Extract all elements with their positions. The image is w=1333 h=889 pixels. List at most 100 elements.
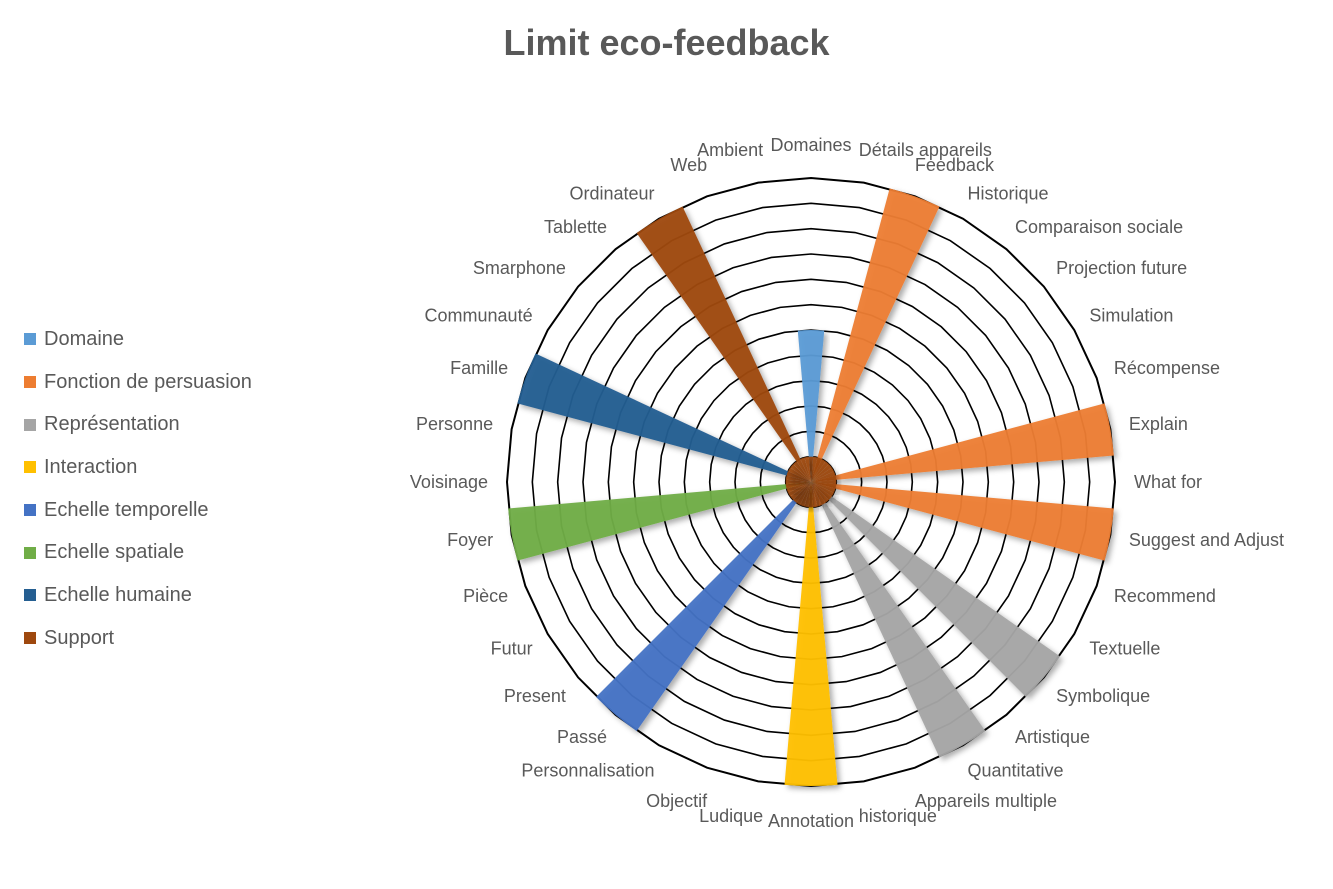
legend-item: Domaine <box>24 318 252 361</box>
category-label: Smarphone <box>473 258 566 278</box>
wedges <box>508 188 1114 786</box>
category-label: Comparaison sociale <box>1015 217 1183 237</box>
wedge-support <box>811 464 832 482</box>
category-label: Ordinateur <box>569 184 654 204</box>
category-label: Foyer <box>447 530 493 550</box>
grid-ring <box>505 176 1117 788</box>
wedge-fonction-de-persuasion <box>811 188 940 483</box>
legend-label: Domaine <box>44 327 125 350</box>
wedge-repr-sentation <box>811 482 986 758</box>
category-label: Tablette <box>544 217 607 237</box>
legend-swatch <box>24 333 36 346</box>
legend-swatch <box>24 632 36 645</box>
wedge-domaine <box>797 330 825 482</box>
legend-swatch <box>24 546 36 559</box>
wedge-support <box>811 482 834 497</box>
wedge-echelle-temporelle <box>596 482 811 732</box>
wedge-support <box>800 457 811 482</box>
category-label: Present <box>504 686 566 706</box>
legend-swatch <box>24 376 36 389</box>
category-label: Ambient <box>697 140 763 160</box>
wedge-support <box>785 475 811 482</box>
category-label: Explain <box>1129 414 1188 434</box>
legend-item: Echelle spatiale <box>24 531 252 574</box>
category-label: Quantitative <box>968 760 1064 780</box>
wedge-support <box>800 482 811 507</box>
chart-title: Limit eco-feedback <box>503 22 830 63</box>
category-label: Textuelle <box>1089 639 1160 659</box>
category-label: Objectif <box>646 791 708 811</box>
category-label: Personne <box>416 414 493 434</box>
wedge-support <box>796 482 811 505</box>
category-label: Récompense <box>1114 358 1220 378</box>
legend-item: Support <box>24 617 252 660</box>
wedge-support <box>786 471 811 482</box>
wedge-support <box>786 482 811 493</box>
wedge-support <box>811 461 829 482</box>
wedge-fonction-de-persuasion <box>811 482 1114 561</box>
category-label: Ludique <box>699 806 763 826</box>
category-label: Appareils multiple <box>915 791 1057 811</box>
wedge-support <box>811 482 829 503</box>
wedge-support <box>811 482 818 508</box>
wedge-interaction <box>784 482 838 786</box>
category-label: Recommend <box>1114 586 1216 606</box>
category-label: Projection future <box>1056 258 1187 278</box>
legend-label: Echelle temporelle <box>44 498 209 521</box>
category-label: What for <box>1134 472 1202 492</box>
category-label: Annotation <box>768 811 854 831</box>
wedge-support <box>811 479 837 485</box>
wedge-support <box>793 461 811 482</box>
category-label: Simulation <box>1089 306 1173 326</box>
category-label: Passé <box>557 727 607 747</box>
wedge-fonction-de-persuasion <box>811 403 1114 482</box>
wedge-support <box>811 482 822 507</box>
category-label: Historique <box>968 184 1049 204</box>
wedge-support <box>785 482 811 489</box>
wedge-support <box>790 482 811 500</box>
category-label: Suggest and Adjust <box>1129 530 1284 550</box>
wedge-support <box>811 482 836 493</box>
category-label: Domaines <box>770 135 851 155</box>
legend-label: Echelle spatiale <box>44 541 185 564</box>
category-label: Pièce <box>463 586 508 606</box>
legend-item: Echelle humaine <box>24 574 252 617</box>
wedge-support <box>808 482 814 508</box>
legend-item: Echelle temporelle <box>24 489 252 532</box>
category-label: Web <box>670 155 707 175</box>
category-label: Artistique <box>1015 727 1090 747</box>
wedge-support <box>811 482 832 500</box>
wedge-support <box>811 459 826 482</box>
wedge-support <box>811 475 837 482</box>
category-label: Symbolique <box>1056 686 1150 706</box>
wedge-support <box>804 456 811 482</box>
wedge-support <box>811 482 837 489</box>
wedge-support <box>636 206 811 483</box>
category-label: Feedback <box>915 155 995 175</box>
wedge-repr-sentation <box>811 482 1061 697</box>
legend-label: Support <box>44 626 115 649</box>
legend-item: Représentation <box>24 403 252 446</box>
legend-item: Fonction de persuasion <box>24 361 252 404</box>
wedge-support <box>808 456 814 482</box>
wedge-echelle-humaine <box>517 353 811 482</box>
legend-label: Fonction de persuasion <box>44 370 252 393</box>
wedge-support <box>811 457 822 482</box>
category-label: Communauté <box>425 306 533 326</box>
category-label: Détails appareils <box>859 140 992 160</box>
wedge-echelle-spatiale <box>508 482 811 561</box>
wedge-support <box>788 482 811 497</box>
legend-swatch <box>24 589 36 602</box>
wedge-support <box>788 467 811 482</box>
category-label: Famille <box>450 358 508 378</box>
category-label: historique <box>859 806 937 826</box>
category-label: Futur <box>491 639 533 659</box>
legend-swatch <box>24 461 36 474</box>
wedge-support <box>804 482 811 508</box>
legend-label: Echelle humaine <box>44 583 192 606</box>
legend-label: Représentation <box>44 413 180 436</box>
wedge-support <box>811 467 834 482</box>
wedge-support <box>811 456 818 482</box>
